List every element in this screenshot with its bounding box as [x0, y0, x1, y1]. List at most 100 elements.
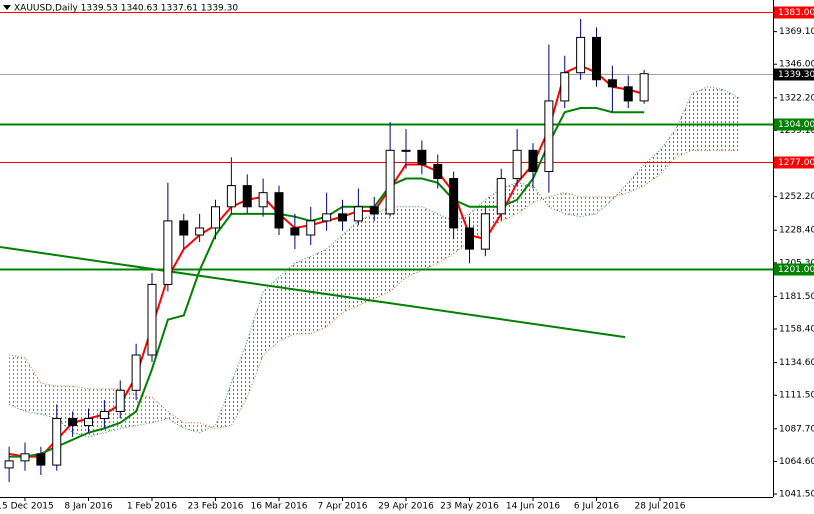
candle-body: [99, 410, 109, 420]
menu-icon: [3, 5, 11, 10]
x-tick-label: 14 Jun 2016: [506, 502, 560, 512]
y-tick-label: 1158.40: [779, 325, 814, 335]
chart-title: XAUUSD,Daily 1339.53 1340.63 1337.61 133…: [14, 4, 238, 14]
level-label-box: [774, 263, 814, 276]
level-label: 1339.30: [778, 70, 814, 80]
cloud-segment: [533, 185, 549, 207]
x-tick-label: 23 May 2016: [440, 502, 499, 512]
candle-body: [147, 283, 157, 356]
candles-layer: [4, 19, 649, 483]
cloud-segment: [247, 291, 264, 398]
level-label-box: [774, 6, 814, 19]
candle-body: [4, 460, 14, 469]
cloud-segment: [183, 422, 200, 433]
candle-body: [338, 213, 347, 222]
x-tick-label: 1 Feb 2016: [127, 502, 178, 512]
candle-body: [258, 192, 268, 208]
candle-body: [401, 149, 411, 152]
level-label: 1304.00: [778, 120, 814, 130]
y-tick-label: 1228.40: [779, 226, 814, 236]
cloud-segment: [136, 394, 152, 426]
cloud-segment: [167, 411, 184, 429]
candle-body: [449, 178, 459, 229]
x-tick-label: 23 Feb 2016: [187, 502, 243, 512]
candle-body: [417, 149, 427, 165]
y-tick-label: 1346.00: [779, 60, 814, 70]
y-tick-label: 1064.60: [779, 457, 814, 467]
cloud-segment: [25, 357, 41, 415]
candle-body: [369, 206, 379, 215]
cloud-segment: [406, 206, 422, 278]
level-label-box: [774, 118, 814, 131]
y-tick-label: 1299.10: [779, 126, 814, 136]
candle-body: [528, 149, 538, 173]
level-label: 1383.00: [778, 8, 814, 18]
cloud-segment: [72, 386, 89, 437]
cloud-segment: [263, 277, 279, 355]
candle-body: [465, 227, 474, 250]
level-label: 1277.00: [778, 158, 814, 168]
candle-body: [639, 73, 649, 102]
cloud-segment: [152, 397, 168, 423]
candle-body: [433, 163, 443, 180]
cloud-segment: [326, 235, 343, 327]
cloud-segment: [279, 263, 295, 341]
cloud-segment: [9, 355, 25, 412]
level-label: 1201.00: [778, 265, 814, 275]
candle-body: [512, 149, 522, 180]
candle-body: [353, 206, 363, 222]
y-tick-label: 1181.50: [779, 292, 814, 302]
level-label-box: [774, 68, 814, 81]
candle-body: [274, 192, 284, 229]
cloud-segment: [596, 196, 613, 214]
cloud-segment: [707, 86, 724, 151]
candle-body: [68, 418, 78, 427]
y-tick-label: 1134.60: [779, 358, 814, 368]
x-tick-label: 29 Apr 2016: [378, 502, 434, 512]
x-tick-label: 16 Mar 2016: [250, 502, 307, 512]
candle-body: [385, 149, 395, 215]
candle-body: [20, 453, 30, 462]
candle-body: [179, 220, 189, 236]
candle-body: [607, 79, 617, 88]
y-tick-label: 1369.10: [779, 27, 814, 37]
y-tick-label: 1252.20: [779, 192, 814, 202]
cloud-segment: [548, 192, 565, 214]
x-tick-label: 28 Jul 2016: [635, 502, 686, 512]
candle-body: [496, 178, 506, 215]
candle-body: [36, 453, 46, 466]
y-tick-label: 1322.20: [779, 93, 814, 103]
candle-body: [560, 72, 570, 102]
cloud-segment: [660, 129, 676, 175]
cloud-segment: [564, 192, 581, 217]
cloud-segment: [231, 340, 248, 426]
x-tick-label: 7 Apr 2016: [318, 502, 368, 512]
candle-body: [480, 213, 490, 250]
candle-body: [544, 100, 554, 173]
levels-layer: [0, 12, 773, 271]
level-label-box: [774, 156, 814, 169]
trendline: [0, 246, 626, 339]
y-tick-label: 1041.50: [779, 490, 814, 500]
cloud-segment: [294, 256, 311, 334]
cloud-segment: [199, 422, 216, 433]
y-tick-label: 1205.30: [779, 258, 814, 268]
candle-body: [592, 36, 601, 81]
candle-body: [242, 185, 252, 208]
cloud-segment: [628, 164, 645, 193]
cloud-segment: [40, 383, 57, 419]
cloud-segment: [691, 86, 708, 151]
candle-body: [226, 185, 236, 208]
cloud-segment: [390, 206, 406, 292]
candle-body: [163, 220, 173, 285]
cloud-segment: [675, 93, 692, 158]
cloud-segment: [580, 196, 597, 217]
cloud-segment: [358, 213, 375, 306]
candle-body: [211, 206, 220, 229]
x-tick-label: 15 Dec 2015: [0, 502, 54, 512]
x-tick-label: 6 Jul 2016: [574, 502, 619, 512]
cloud-segment: [215, 383, 232, 429]
candle-body: [623, 86, 633, 102]
